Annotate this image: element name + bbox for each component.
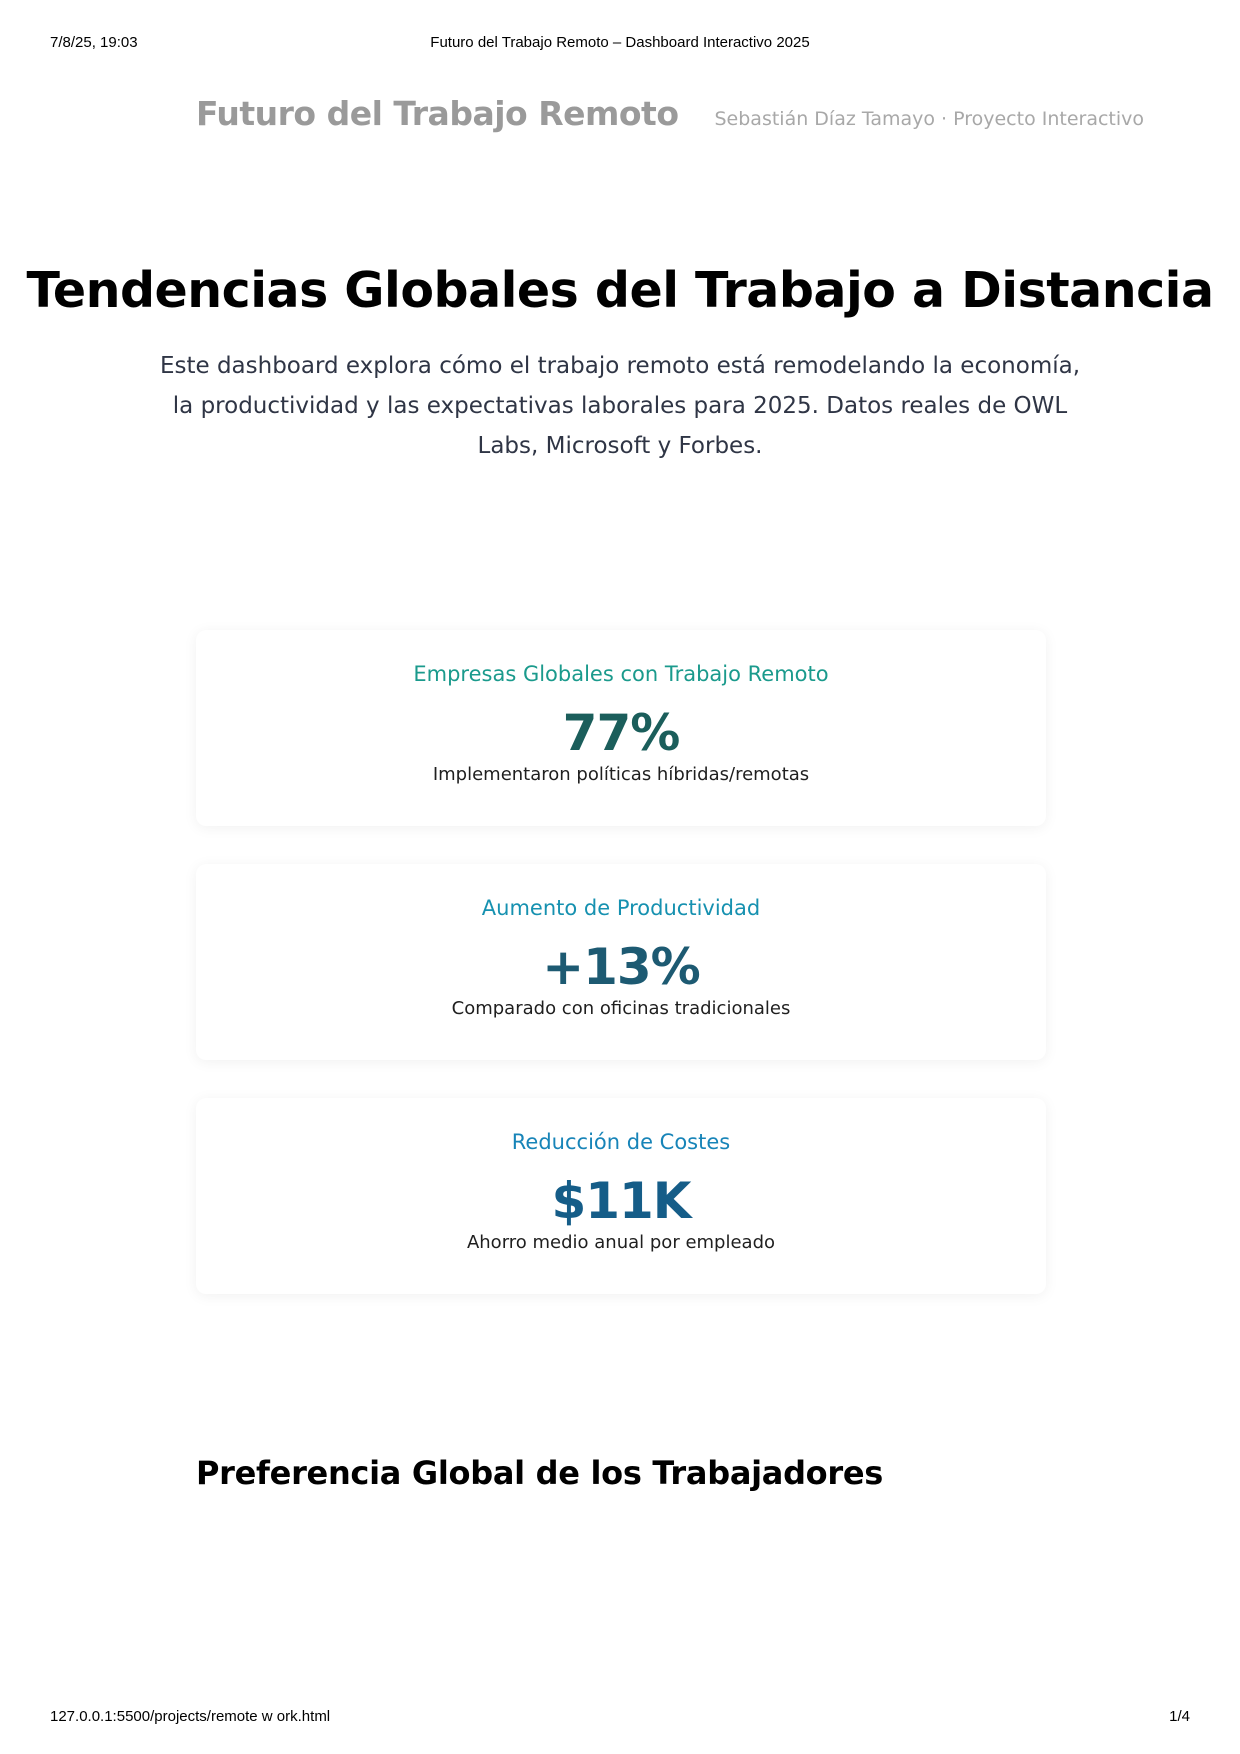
stat-note: Ahorro medio anual por empleado xyxy=(466,1232,776,1253)
site-brand[interactable]: Futuro del Trabajo Remoto xyxy=(196,94,679,133)
hero-title: Tendencias Globales del Trabajo a Distan… xyxy=(26,262,1214,319)
stat-label: Reducción de Costes xyxy=(511,1130,731,1154)
stat-card-cost-reduction: Reducción de Costes $11K Ahorro medio an… xyxy=(196,1098,1046,1294)
site-header: Futuro del Trabajo Remoto Sebastián Díaz… xyxy=(196,94,1144,144)
stat-card-remote-companies: Empresas Globales con Trabajo Remoto 77%… xyxy=(196,630,1046,826)
stat-value: 77% xyxy=(562,704,681,762)
hero-description: Este dashboard explora cómo el trabajo r… xyxy=(159,353,1081,459)
print-footer: 127.0.0.1:5500/projects/remote w ork.htm… xyxy=(0,1708,1240,1728)
print-document-title: Futuro del Trabajo Remoto – Dashboard In… xyxy=(430,34,810,51)
stat-label: Aumento de Productividad xyxy=(481,896,761,920)
print-url: 127.0.0.1:5500/projects/remote w ork.htm… xyxy=(50,1708,331,1725)
stat-note: Implementaron políticas híbridas/remotas xyxy=(432,764,810,785)
stat-label: Empresas Globales con Trabajo Remoto xyxy=(413,662,829,686)
print-datetime: 7/8/25, 19:03 xyxy=(50,34,138,51)
stat-card-productivity: Aumento de Productividad +13% Comparado … xyxy=(196,864,1046,1060)
print-page-number: 1/4 xyxy=(1169,1708,1190,1725)
stat-value: +13% xyxy=(542,938,701,996)
site-byline: Sebastián Díaz Tamayo · Proyecto Interac… xyxy=(714,108,1145,130)
print-header: 7/8/25, 19:03 Futuro del Trabajo Remoto … xyxy=(0,34,1240,54)
section-title: Preferencia Global de los Trabajadores xyxy=(196,1454,883,1492)
stat-value: $11K xyxy=(551,1172,691,1230)
stat-note: Comparado con oficinas tradicionales xyxy=(451,998,791,1019)
